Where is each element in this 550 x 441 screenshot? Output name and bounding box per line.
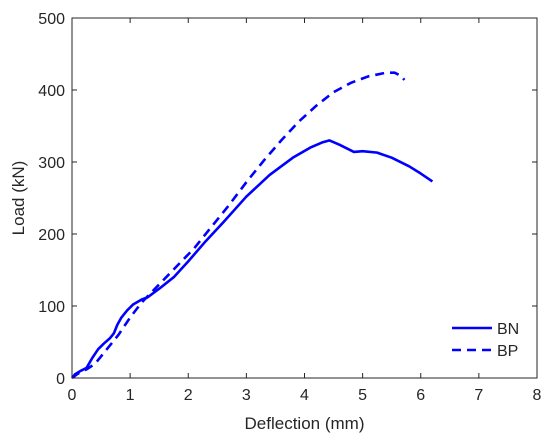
x-tick-label: 7 <box>474 387 483 404</box>
x-axis-label: Deflection (mm) <box>245 414 365 433</box>
y-tick-label: 0 <box>56 371 65 388</box>
x-tick-label: 0 <box>68 387 77 404</box>
axes-layer: 0 1 2 3 4 5 6 7 8 0 100 200 300 400 500 <box>38 11 541 404</box>
plot-frame <box>71 17 538 379</box>
y-axis-label: Load (kN) <box>9 161 28 236</box>
series-layer <box>70 71 434 380</box>
series-line-bp <box>71 71 406 380</box>
y-tick-label: 100 <box>38 299 65 316</box>
y-tick-label: 200 <box>38 227 65 244</box>
x-tick-label: 1 <box>126 387 135 404</box>
y-tick-label: 500 <box>38 11 65 28</box>
y-tick-label: 300 <box>38 155 65 172</box>
legend: BN BP <box>452 321 519 360</box>
x-tick-label: 6 <box>416 387 425 404</box>
y-tick-label: 400 <box>38 83 65 100</box>
x-tick-label: 5 <box>358 387 367 404</box>
x-tick-label: 4 <box>300 387 309 404</box>
x-tick-label: 8 <box>533 387 542 404</box>
x-tick-label: 3 <box>242 387 251 404</box>
x-tick-label: 2 <box>184 387 193 404</box>
plot-area <box>71 17 538 379</box>
legend-label-bn: BN <box>497 321 519 338</box>
legend-label-bp: BP <box>497 343 518 360</box>
series-line-bn <box>70 139 434 379</box>
